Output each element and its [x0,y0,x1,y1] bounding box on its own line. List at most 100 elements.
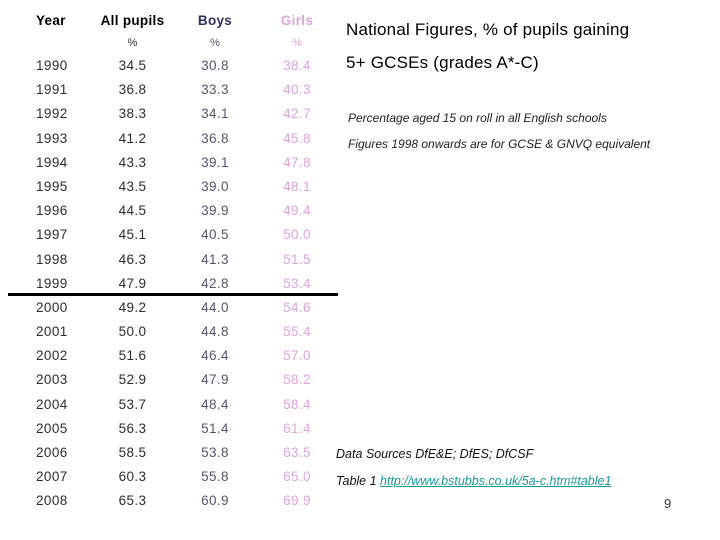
cell-year: 1998 [36,251,68,267]
cell-all: 51.6 [118,348,147,364]
table-row: 2008 65.3 60.9 69.9 [0,489,339,513]
cell-year: 1991 [36,82,68,98]
cell-boys: 39.9 [201,203,229,219]
cell-boys: 41.3 [201,251,229,267]
table-row: 1998 46.3 41.3 51.5 [0,248,339,272]
table-percent-row: % % % [0,34,339,52]
data-sources-text: Data Sources DfE&E; DfES; DfCSF [336,447,534,461]
cell-all: 41.2 [118,130,147,146]
note-line2: Figures 1998 onwards are for GCSE & GNVQ… [348,137,651,151]
note-line1: Percentage aged 15 on roll in all Englis… [348,111,607,125]
table-row: 1999 47.9 42.8 53.4 [0,272,339,296]
table-row: 1997 45.1 40.5 50.0 [0,223,339,247]
table-rows: 1990 34.5 30.8 38.4 1991 36.8 33.3 40.3 1992 38.3… [0,54,339,514]
table-row: 1994 43.3 39.1 47.8 [0,151,339,175]
percent-label-girls: % [292,37,302,49]
table-row: 2004 53.7 48.4 58.4 [0,393,339,417]
cell-all: 50.0 [118,324,147,340]
cell-year: 2004 [36,396,68,412]
cell-year: 2000 [36,299,68,315]
cell-year: 2006 [36,445,68,460]
cell-all: 58.5 [118,445,147,460]
cell-boys: 34.1 [201,106,229,122]
slide-notes: Percentage aged 15 on roll in all Englis… [348,105,718,157]
col-header-girls: Girls [280,13,314,28]
cell-girls: 53.4 [283,275,311,291]
cell-boys: 53.8 [201,445,229,460]
table-reference: Table 1 http://www.bstubbs.co.uk/5a-c.ht… [336,474,611,488]
cell-all: 52.9 [118,372,147,388]
cell-year: 1990 [36,58,68,73]
cell-boys: 40.5 [201,227,229,243]
cell-girls: 61.4 [283,420,311,436]
cell-all: 43.5 [118,178,147,194]
cell-year: 2003 [36,372,68,388]
table1-link[interactable]: http://www.bstubbs.co.uk/5a-c.htm#table1 [380,474,612,488]
cell-boys: 60.9 [201,493,229,509]
cell-all: 49.2 [118,299,147,315]
cell-boys: 55.8 [201,469,229,485]
cell-boys: 36.8 [201,130,229,146]
cell-all: 34.5 [118,58,147,73]
cell-boys: 33.3 [201,82,229,98]
cell-boys: 39.0 [201,178,229,194]
cell-boys: 44.0 [201,299,229,315]
table-row: 2007 60.3 55.8 65.0 [0,465,339,489]
cell-girls: 55.4 [283,324,311,340]
cell-year: 1999 [36,275,68,291]
cell-girls: 51.5 [283,251,311,267]
cell-all: 46.3 [118,251,147,267]
cell-girls: 38.4 [283,58,311,73]
cell-boys: 44.8 [201,324,229,340]
cell-year: 1997 [36,227,68,243]
col-header-year: Year [36,13,66,28]
table-row: 1995 43.5 39.0 48.1 [0,175,339,199]
cell-girls: 48.1 [283,178,311,194]
cell-boys: 39.1 [201,154,229,170]
cell-all: 47.9 [118,275,147,291]
slide-title: National Figures, % of pupils gaining 5+… [346,13,716,79]
cell-all: 36.8 [118,82,147,98]
cell-year: 2008 [36,493,68,509]
cell-all: 56.3 [118,420,147,436]
cell-all: 38.3 [118,106,147,122]
table-ref-label: Table 1 [336,474,377,488]
slide-title-line2: 5+ GCSEs (grades A*-C) [346,53,539,72]
cell-girls: 63.5 [283,445,311,460]
cell-boys: 47.9 [201,372,229,388]
percent-label-boys: % [210,37,220,49]
cell-all: 60.3 [118,469,147,485]
table-row: 1996 44.5 39.9 49.4 [0,199,339,223]
cell-boys: 46.4 [201,348,229,364]
table-row: 1992 38.3 34.1 42.7 [0,102,339,126]
cell-all: 53.7 [118,396,147,412]
percent-spacer [0,34,90,52]
cell-girls: 58.4 [283,396,311,412]
table-row: 1993 41.2 36.8 45.8 [0,127,339,151]
table-row: 1991 36.8 33.3 40.3 [0,78,339,102]
percent-label-all: % [127,37,138,49]
table-row: 2003 52.9 47.9 58.2 [0,368,339,392]
cell-all: 45.1 [118,227,147,243]
col-header-all-pupils: All pupils [100,13,165,28]
cell-girls: 58.2 [283,372,311,388]
cell-boys: 51.4 [201,420,229,436]
cell-boys: 30.8 [201,58,229,73]
slide-title-line1: National Figures, % of pupils gaining [346,20,630,39]
cell-year: 2002 [36,348,68,364]
cell-girls: 65.0 [283,469,311,485]
cell-year: 1994 [36,154,68,170]
cell-year: 2005 [36,420,68,436]
cell-girls: 54.6 [283,299,311,315]
cell-year: 1995 [36,178,68,194]
cell-girls: 69.9 [283,493,311,509]
cell-girls: 49.4 [283,203,311,219]
table-row: 2005 56.3 51.4 61.4 [0,417,339,441]
cell-girls: 50.0 [283,227,311,243]
cell-girls: 45.8 [283,130,311,146]
divider-line [8,293,338,296]
cell-year: 2001 [36,324,68,340]
cell-year: 1992 [36,106,68,122]
page-number: 9 [664,496,672,511]
